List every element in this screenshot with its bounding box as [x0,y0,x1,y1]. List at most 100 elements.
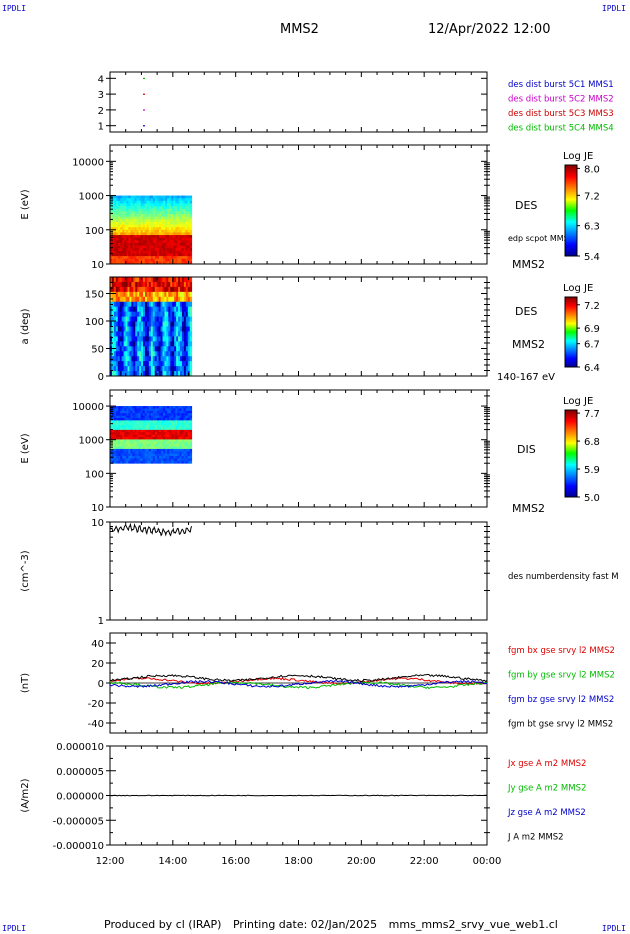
heatmap-cell [154,341,158,347]
heatmap-cell [140,437,144,440]
heatmap-cell [144,453,148,457]
heatmap-cell [181,422,184,426]
heatmap-cell [145,321,148,327]
heatmap-cell [174,351,177,357]
heatmap-cell [125,331,128,337]
heatmap-cell [134,195,137,199]
heatmap-cell [171,195,174,199]
heatmap-cell [171,203,174,207]
heatmap-cell [116,451,119,455]
heatmap-cell [173,200,176,204]
heatmap-cell [144,425,148,428]
heatmap-cell [189,311,193,317]
heatmap-cell [122,208,125,212]
heatmap-cell [156,446,160,450]
heatmap-cell [183,242,186,246]
heatmap-cell [160,331,163,337]
heatmap-cell [179,232,182,236]
heatmap-cell [132,248,135,252]
heatmap-cell [148,219,152,223]
heatmap-cell [179,453,182,457]
heatmap-cell [173,256,176,260]
heatmap-cell [160,371,163,377]
heatmap-cell [148,240,152,244]
heatmap-cell [166,306,169,313]
heatmap-cell [169,456,172,459]
heatmap-cell [172,326,175,332]
heatmap-cell [118,250,121,254]
heatmap-cell [128,415,131,419]
heatmap-cell [126,258,129,262]
heatmap-cell [180,321,183,327]
heatmap-cell [121,346,125,352]
heatmap-cell [128,258,131,262]
heatmap-cell [132,258,135,262]
heatmap-cell [111,286,115,293]
heatmap-cell [116,224,119,228]
heatmap-cell [183,456,186,459]
heatmap-cell [143,277,146,283]
heatmap-cell [154,434,158,438]
heatmap-cell [189,216,193,220]
heatmap-cell [110,415,113,419]
heatmap-cell [144,417,148,421]
heatmap-cell [114,441,117,445]
heatmap-cell [185,291,189,298]
heatmap-dis-energy [110,406,193,464]
heatmap-cell [115,351,119,357]
x-tick-label: 00:00 [473,856,502,867]
heatmap-cell [118,406,121,409]
heatmap-cell [146,361,150,367]
heatmap-cell [120,410,123,414]
heatmap-cell [185,256,188,260]
heatmap-cell [176,286,179,293]
heatmap-cell [166,336,169,342]
heatmap-cell [180,296,183,303]
heatmap-cell [173,410,176,414]
heatmap-cell [115,361,119,367]
heatmap-cell [129,291,132,298]
y-tick-label: 10 [91,503,104,514]
heatmap-cell [173,227,176,231]
heatmap-cell [150,351,154,357]
heatmap-cell [161,261,164,265]
heatmap-cell [112,250,115,254]
heatmap-cell [122,242,125,246]
heatmap-cell [163,213,166,218]
heatmap-cell [183,321,187,327]
heatmap-cell [185,250,188,254]
heatmap-cell [187,200,191,204]
heatmap-cell [165,444,168,447]
heatmap-cell [164,296,167,303]
heatmap-cell [166,301,169,308]
heatmap-cell [150,250,154,254]
heatmap-cell [181,195,184,199]
heatmap-cell [154,460,158,464]
heatmap-cell [145,366,148,372]
heatmap-cell [142,441,146,445]
heatmap-cell [165,456,168,459]
side-label-mms2-dis: MMS2 [512,502,545,515]
heatmap-cell [163,198,166,202]
heatmap-cell [146,371,150,377]
heatmap-cell [189,235,193,239]
heatmap-cell [183,240,186,244]
heatmap-cell [163,422,166,426]
heatmap-cell [134,248,137,252]
heatmap-cell [126,235,129,239]
heatmap-cell [187,420,191,424]
heatmap-cell [123,291,126,298]
heatmap-cell [130,195,133,199]
heatmap-cell [161,427,164,431]
heatmap-cell [148,229,152,233]
heatmap-cell [179,227,182,231]
heatmap-cell [189,406,193,409]
colorbar-tick-label: 5.4 [584,252,600,263]
heatmap-cell [170,326,173,332]
heatmap-cell [140,240,144,244]
heatmap-cell [172,356,175,362]
colorbar-tick-label: 5.9 [584,465,600,476]
heatmap-cell [152,446,156,450]
heatmap-cell [148,331,152,337]
